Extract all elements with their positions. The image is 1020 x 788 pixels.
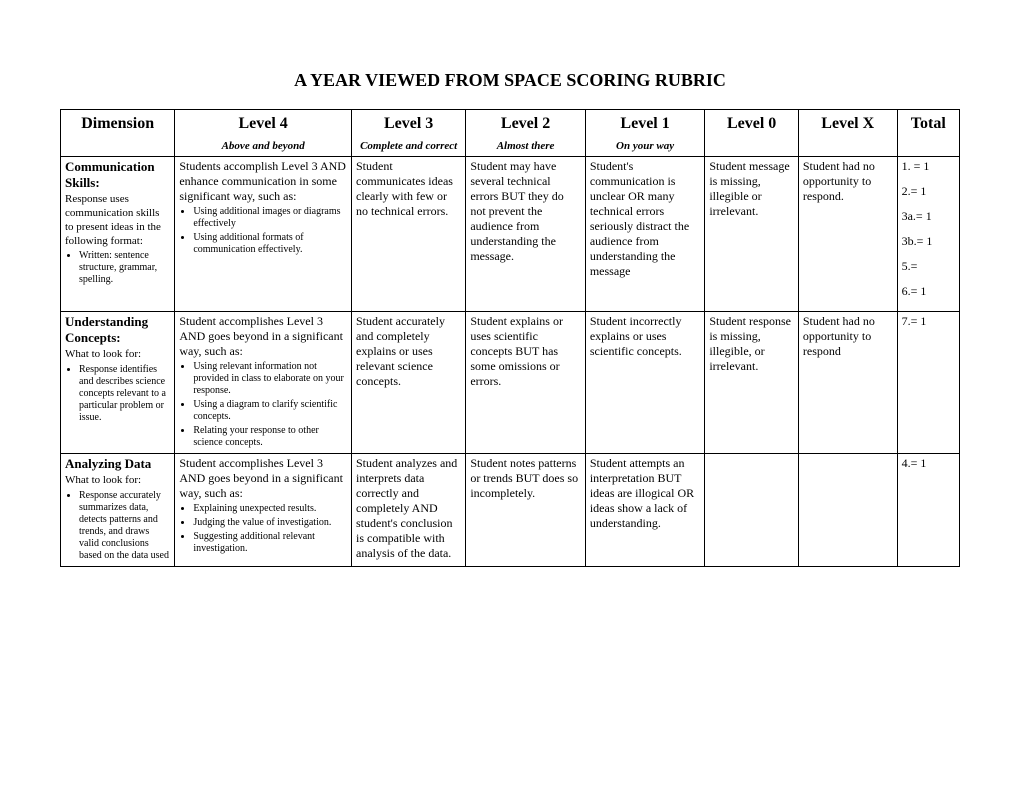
header-level1: Level 1 (585, 110, 705, 139)
l4-bullet: Explaining unexpected results. (193, 503, 347, 515)
l4-bullet: Using additional images or diagrams effe… (193, 206, 347, 230)
total-item: 7.= 1 (902, 314, 955, 329)
dim-communication: Communication Skills: Response uses comm… (61, 156, 175, 311)
lx-analyzing (798, 453, 897, 566)
total-item: 1. = 1 (902, 159, 955, 174)
subhead-empty-total (897, 138, 959, 156)
header-levelx: Level X (798, 110, 897, 139)
dim-subtext: What to look for: (65, 348, 170, 362)
row-understanding: Understanding Concepts: What to look for… (61, 311, 960, 453)
header-total: Total (897, 110, 959, 139)
l1-analyzing: Student attempts an interpretation BUT i… (585, 453, 705, 566)
page-title: A YEAR VIEWED FROM SPACE SCORING RUBRIC (60, 70, 960, 91)
l4-bullet: Judging the value of investigation. (193, 517, 347, 529)
subhead-l4: Above and beyond (175, 138, 352, 156)
lx-communication: Student had no opportunity to respond. (798, 156, 897, 311)
dim-subtext: What to look for: (65, 474, 170, 488)
l4-analyzing: Student accomplishes Level 3 AND goes be… (175, 453, 352, 566)
l0-analyzing (705, 453, 799, 566)
subhead-empty-l0 (705, 138, 799, 156)
total-analyzing: 4.= 1 (897, 453, 959, 566)
rubric-table: Dimension Level 4 Level 3 Level 2 Level … (60, 109, 960, 567)
lx-understanding: Student had no opportunity to respond (798, 311, 897, 453)
l4-bullet: Using a diagram to clarify scientific co… (193, 399, 347, 423)
row-analyzing: Analyzing Data What to look for: Respons… (61, 453, 960, 566)
header-level3: Level 3 (352, 110, 466, 139)
l2-analyzing: Student notes patterns or trends BUT doe… (466, 453, 586, 566)
subhead-empty-lx (798, 138, 897, 156)
l4-bullet: Using additional formats of communicatio… (193, 232, 347, 256)
dim-title: Understanding Concepts: (65, 314, 170, 347)
total-item: 4.= 1 (902, 456, 955, 471)
total-item: 3b.= 1 (902, 234, 955, 249)
dim-analyzing: Analyzing Data What to look for: Respons… (61, 453, 175, 566)
subhead-l3: Complete and correct (352, 138, 466, 156)
header-level4: Level 4 (175, 110, 352, 139)
l0-communication: Student message is missing, illegible or… (705, 156, 799, 311)
total-understanding: 7.= 1 (897, 311, 959, 453)
l1-understanding: Student incorrectly explains or uses sci… (585, 311, 705, 453)
total-item: 3a.= 1 (902, 209, 955, 224)
header-level2: Level 2 (466, 110, 586, 139)
subhead-empty-dim (61, 138, 175, 156)
l4-lead: Student accomplishes Level 3 AND goes be… (179, 456, 347, 501)
l2-communication: Student may have several technical error… (466, 156, 586, 311)
l4-lead: Student accomplishes Level 3 AND goes be… (179, 314, 347, 359)
dim-bullet: Response accurately summarizes data, det… (79, 490, 170, 562)
subhead-l2: Almost there (466, 138, 586, 156)
l1-communication: Student's communication is unclear OR ma… (585, 156, 705, 311)
l4-lead: Students accomplish Level 3 AND enhance … (179, 159, 347, 204)
dim-title: Analyzing Data (65, 456, 170, 472)
dim-title: Communication Skills: (65, 159, 170, 192)
subhead-l1: On your way (585, 138, 705, 156)
dim-bullet: Response identifies and describes scienc… (79, 364, 170, 424)
header-dimension: Dimension (61, 110, 175, 139)
header-level0: Level 0 (705, 110, 799, 139)
subheader-row: Above and beyond Complete and correct Al… (61, 138, 960, 156)
total-item: 5.= (902, 259, 955, 274)
l3-understanding: Student accurately and completely explai… (352, 311, 466, 453)
l4-bullet: Relating your response to other science … (193, 425, 347, 449)
l2-understanding: Student explains or uses scientific conc… (466, 311, 586, 453)
total-communication: 1. = 1 2.= 1 3a.= 1 3b.= 1 5.= 6.= 1 (897, 156, 959, 311)
header-row: Dimension Level 4 Level 3 Level 2 Level … (61, 110, 960, 139)
dim-understanding: Understanding Concepts: What to look for… (61, 311, 175, 453)
dim-bullet: Written: sentence structure, grammar, sp… (79, 250, 170, 286)
dim-subtext: Response uses communication skills to pr… (65, 193, 170, 248)
total-item: 2.= 1 (902, 184, 955, 199)
row-communication: Communication Skills: Response uses comm… (61, 156, 960, 311)
l4-bullet: Suggesting additional relevant investiga… (193, 531, 347, 555)
l3-communication: Student communicates ideas clearly with … (352, 156, 466, 311)
total-item: 6.= 1 (902, 284, 955, 299)
l3-analyzing: Student analyzes and interprets data cor… (352, 453, 466, 566)
l4-communication: Students accomplish Level 3 AND enhance … (175, 156, 352, 311)
l4-bullet: Using relevant information not provided … (193, 361, 347, 397)
l0-understanding: Student response is missing, illegible, … (705, 311, 799, 453)
l4-understanding: Student accomplishes Level 3 AND goes be… (175, 311, 352, 453)
